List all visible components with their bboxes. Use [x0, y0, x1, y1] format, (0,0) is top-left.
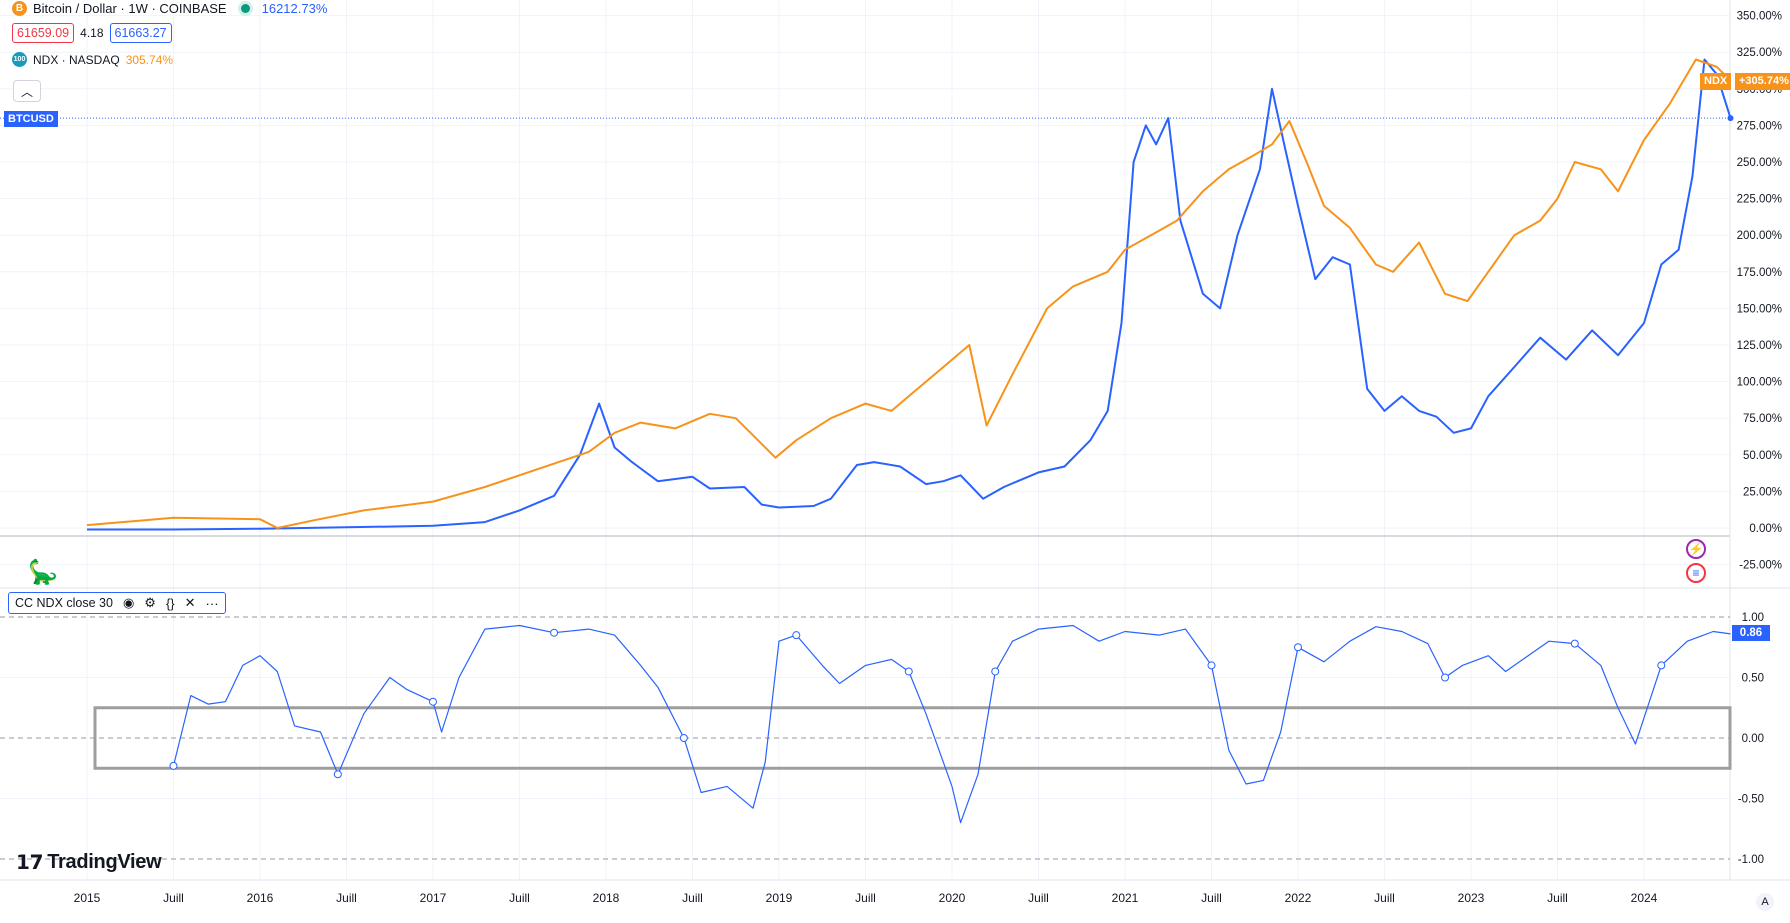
y-tick-label: 325.00% — [1737, 47, 1782, 59]
x-tick-label: Juill — [1201, 891, 1222, 905]
x-tick-label: Juill — [1374, 891, 1395, 905]
cc-marker — [1570, 639, 1579, 648]
auto-scale-button[interactable]: A — [1756, 893, 1774, 911]
x-tick-label: Juill — [163, 891, 184, 905]
x-tick-label: Juill — [336, 891, 357, 905]
y-tick-label: 75.00% — [1743, 413, 1782, 425]
ask-price[interactable]: 61663.27 — [109, 23, 172, 43]
cc-marker — [1207, 661, 1216, 670]
x-tick-label: 2018 — [593, 891, 620, 905]
x-tick-label: 2023 — [1458, 891, 1485, 905]
ind-y-tick-label: -0.50 — [1738, 794, 1764, 806]
y-tick-label: 150.00% — [1737, 303, 1782, 315]
ndx-value-tag: +305.74% — [1735, 73, 1790, 90]
btc-last-point — [1727, 115, 1734, 122]
cc-marker — [991, 667, 1000, 676]
y-tick-label: 225.00% — [1737, 194, 1782, 206]
y-tick-label: 350.00% — [1737, 11, 1782, 23]
x-tick-label: 2024 — [1631, 891, 1658, 905]
ndx-series-line[interactable] — [86, 58, 1732, 529]
ind-y-tick-label: 1.00 — [1742, 612, 1764, 624]
bitcoin-icon: B — [12, 1, 27, 16]
tradingview-mark-icon: 𝟭𝟳 — [16, 852, 44, 874]
collapse-legend-button[interactable]: ︿ — [13, 80, 41, 102]
y-tick-label: 250.00% — [1737, 157, 1782, 169]
y-tick-label: 175.00% — [1737, 267, 1782, 279]
y-tick-label: 200.00% — [1737, 230, 1782, 242]
close-icon[interactable]: ✕ — [184, 595, 196, 610]
cc-marker — [169, 761, 178, 770]
compare-symbol[interactable]: NDX · NASDAQ — [33, 52, 120, 67]
x-tick-label: Juill — [682, 891, 703, 905]
compare-change: 305.74% — [125, 52, 174, 67]
x-tick-label: 2015 — [74, 891, 101, 905]
more-icon[interactable]: ··· — [205, 595, 219, 611]
ndx-icon: 100 — [12, 52, 27, 67]
cc-marker — [1441, 673, 1450, 682]
btc-series-line[interactable] — [87, 58, 1732, 531]
btc-line-tag: BTCUSD — [4, 111, 58, 127]
flash-icon[interactable]: ⚡ — [1686, 539, 1706, 559]
us-flag-icon[interactable]: ≡ — [1686, 563, 1706, 583]
x-tick-label: Juill — [855, 891, 876, 905]
price-boxes: 61659.09 4.18 61663.27 — [12, 23, 172, 43]
x-tick-label: 2020 — [939, 891, 966, 905]
indicator-name: CC NDX close 30 — [15, 596, 113, 610]
symbol-title[interactable]: Bitcoin / Dollar · 1W · COINBASE — [33, 1, 227, 16]
y-tick-label: -25.00% — [1739, 560, 1782, 572]
ind-y-tick-label: 0.00 — [1742, 733, 1764, 745]
cc-marker — [792, 631, 801, 640]
cc-marker — [1657, 661, 1666, 670]
x-tick-label: Juill — [1547, 891, 1568, 905]
x-tick-label: 2019 — [766, 891, 793, 905]
symbol-change: 16212.73% — [261, 1, 328, 16]
highlight-box — [93, 706, 1732, 770]
y-tick-label: 100.00% — [1737, 377, 1782, 389]
cc-marker — [333, 770, 342, 779]
market-open-icon — [240, 4, 250, 13]
indicator-legend[interactable]: CC NDX close 30 ◉ ⚙ {} ✕ ··· — [8, 592, 226, 614]
y-tick-label: 125.00% — [1737, 340, 1782, 352]
y-tick-label: 25.00% — [1743, 486, 1782, 498]
cc-marker — [904, 667, 913, 676]
symbol-legend[interactable]: B Bitcoin / Dollar · 1W · COINBASE 16212… — [12, 1, 327, 16]
ind-y-tick-label: -1.00 — [1738, 854, 1764, 866]
tradingview-logo[interactable]: 𝟭𝟳 TradingView — [16, 850, 162, 875]
cc-series-line[interactable] — [172, 624, 1731, 824]
cc-marker — [1294, 643, 1302, 652]
gear-icon[interactable]: ⚙ — [144, 595, 156, 610]
cc-marker — [550, 628, 559, 637]
spread-value: 4.18 — [80, 26, 104, 40]
eye-icon[interactable]: ◉ — [122, 595, 135, 610]
y-tick-label: 50.00% — [1743, 450, 1782, 462]
compare-legend[interactable]: 100 NDX · NASDAQ 305.74% — [12, 52, 173, 67]
x-tick-label: 2021 — [1112, 891, 1139, 905]
y-tick-label: 0.00% — [1749, 523, 1782, 535]
cc-marker — [679, 734, 688, 742]
x-tick-label: 2022 — [1285, 891, 1312, 905]
bid-price[interactable]: 61659.09 — [12, 23, 75, 43]
dinosaur-icon: 🦕 — [28, 559, 58, 586]
x-tick-label: Juill — [1028, 891, 1049, 905]
chevron-up-icon: ︿ — [20, 84, 33, 99]
brand-name: TradingView — [47, 851, 162, 873]
cc-marker — [429, 697, 437, 706]
y-tick-label: 275.00% — [1737, 120, 1782, 132]
x-tick-label: Juill — [509, 891, 530, 905]
indicator-value-tag: 0.86 — [1732, 625, 1770, 641]
ind-y-tick-label: 0.50 — [1742, 673, 1764, 685]
braces-icon[interactable]: {} — [165, 595, 175, 611]
ndx-line-tag: NDX — [1700, 73, 1732, 90]
x-tick-label: 2017 — [420, 891, 447, 905]
x-tick-label: 2016 — [247, 891, 274, 905]
